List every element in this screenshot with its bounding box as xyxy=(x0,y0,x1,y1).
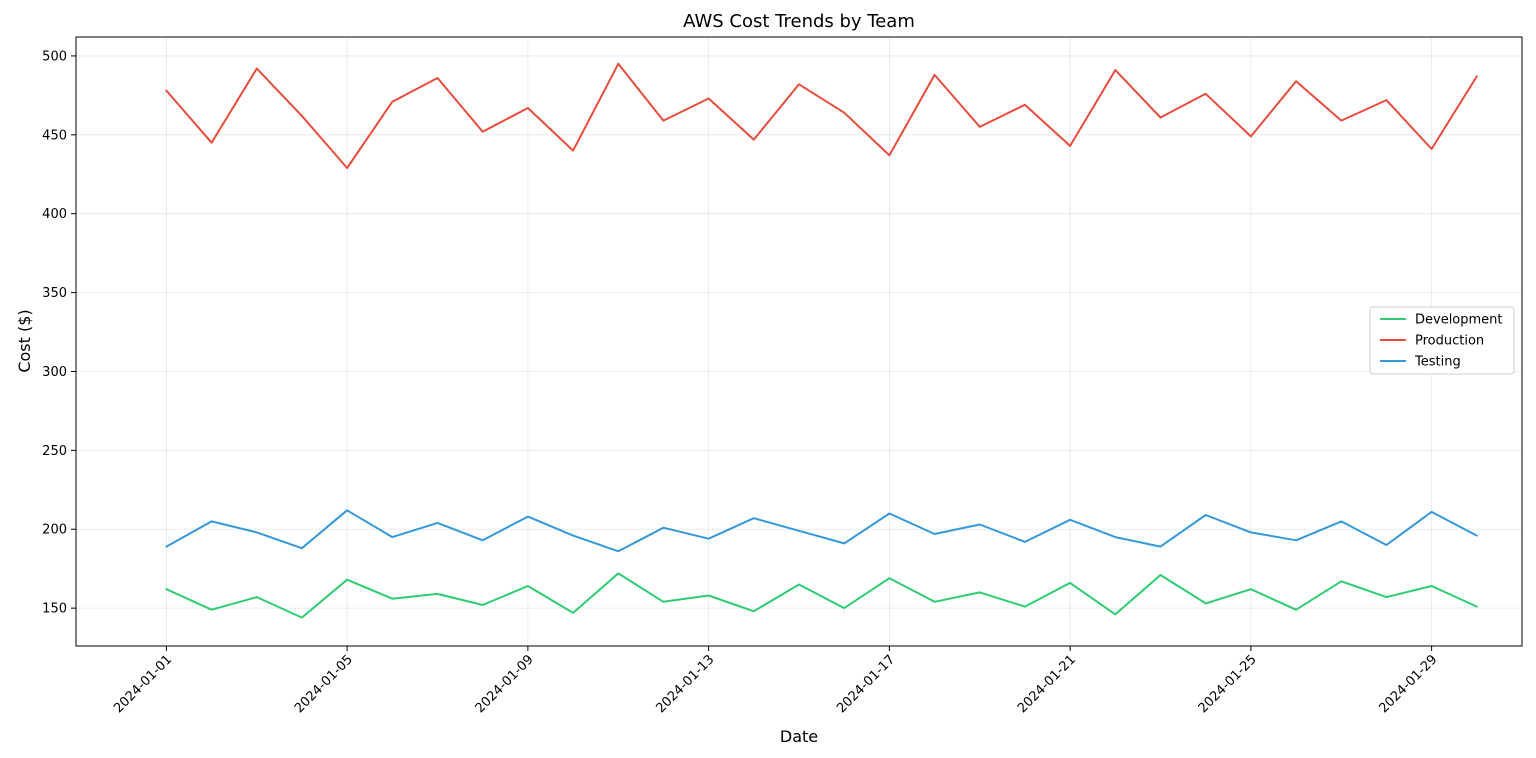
series-line-production xyxy=(165,62,1478,169)
legend: Development Production Testing xyxy=(1369,306,1515,375)
x-tick-label: 2024-01-17 xyxy=(834,652,898,716)
series-lines xyxy=(165,62,1478,619)
series-line-development xyxy=(165,572,1478,619)
y-tick-label: 500 xyxy=(42,49,67,64)
legend-label-production: Production xyxy=(1415,334,1484,349)
x-tick-label: 2024-01-29 xyxy=(1376,652,1440,716)
grid xyxy=(76,37,1522,646)
x-tick-label: 2024-01-13 xyxy=(653,652,717,716)
y-tick-label: 400 xyxy=(42,207,67,222)
x-tick-label: 2024-01-25 xyxy=(1196,652,1260,716)
y-tick-label: 200 xyxy=(42,523,67,538)
x-tick-label: 2024-01-01 xyxy=(111,652,175,716)
series-line-testing xyxy=(165,509,1478,553)
x-tick-label: 2024-01-05 xyxy=(292,652,356,716)
legend-label-development: Development xyxy=(1415,313,1503,328)
y-tick-label: 350 xyxy=(42,286,67,301)
y-tick-label: 450 xyxy=(42,128,67,143)
legend-box xyxy=(1369,306,1515,375)
chart-title: AWS Cost Trends by Team xyxy=(683,11,915,32)
y-tick-label: 300 xyxy=(42,365,67,380)
x-tick-label: 2024-01-09 xyxy=(473,652,537,716)
x-tick-label: 2024-01-21 xyxy=(1015,652,1079,716)
y-axis-label: Cost ($) xyxy=(15,309,34,372)
y-tick-label: 250 xyxy=(42,444,67,459)
plot-frame xyxy=(75,36,1523,647)
x-axis-ticks: 2024-01-01 2024-01-05 2024-01-09 2024-01-13… xyxy=(111,646,1440,716)
y-axis-ticks: 150 200 250 300 350 400 450 500 xyxy=(42,49,76,617)
y-tick-label: 150 xyxy=(42,602,67,617)
x-axis-label: Date xyxy=(780,727,818,746)
legend-label-testing: Testing xyxy=(1414,355,1461,370)
